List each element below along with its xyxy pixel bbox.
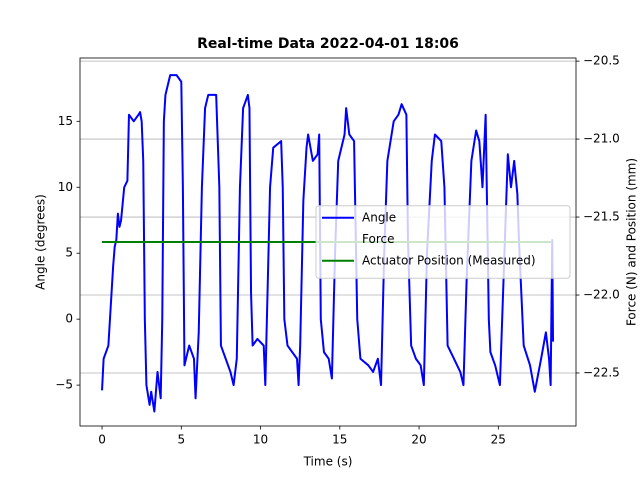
y-tick-label: −5 — [55, 378, 73, 392]
chart-title: Real-time Data 2022-04-01 18:06 — [197, 36, 459, 52]
y2-tick-label: −22.0 — [583, 288, 620, 302]
y2-tick-label: −22.5 — [583, 365, 620, 379]
x-tick-label: 25 — [491, 433, 506, 447]
y-axis-label: Angle (degrees) — [34, 194, 48, 290]
legend-label: Force — [362, 232, 394, 246]
y2-axis-label: Force (N) and Position (mm) — [625, 158, 639, 326]
legend-label: Angle — [362, 210, 396, 224]
y-tick-label: 10 — [58, 180, 73, 194]
x-tick-label: 5 — [177, 433, 185, 447]
series-line — [101, 74, 555, 413]
y-tick-label: 15 — [58, 114, 73, 128]
y2-tick-label: −21.5 — [583, 210, 620, 224]
legend-box — [315, 205, 571, 279]
x-axis-label: Time (s) — [303, 455, 353, 469]
y2-tick-label: −20.5 — [583, 54, 620, 68]
x-tick-label: 20 — [411, 433, 426, 447]
plot-frame — [79, 57, 577, 427]
x-tick-label: 15 — [332, 433, 347, 447]
x-tick-label: 10 — [253, 433, 268, 447]
y2-tick-label: −21.0 — [583, 132, 620, 146]
y-tick-label: 5 — [65, 246, 73, 260]
x-tick-label: 0 — [98, 433, 106, 447]
y-tick-label: 0 — [65, 312, 73, 326]
legend-label: Actuator Position (Measured) — [362, 253, 536, 267]
legend: Angle Force Actuator Position (Measured) — [315, 205, 571, 279]
